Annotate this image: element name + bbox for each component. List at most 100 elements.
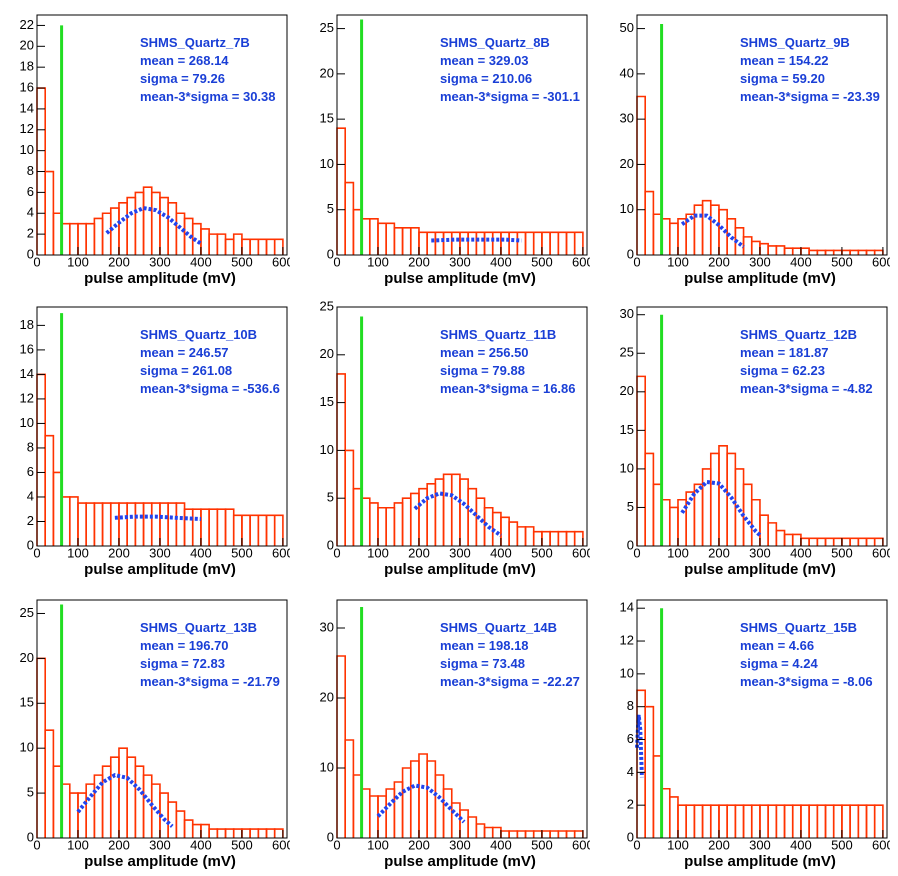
y-tick-label: 20 <box>320 65 334 80</box>
x-tick-label: 300 <box>749 254 771 269</box>
histogram-bin <box>718 444 728 546</box>
y-tick-label: 10 <box>320 156 334 171</box>
x-tick-label: 500 <box>531 837 553 852</box>
histogram-bin <box>693 204 704 255</box>
x-tick-label: 600 <box>272 837 294 852</box>
x-tick-label: 600 <box>872 545 894 560</box>
histogram-bin <box>701 199 712 255</box>
plot-frame <box>36 306 288 547</box>
histogram-bin <box>759 514 769 546</box>
x-tick-label: 100 <box>67 545 89 560</box>
histogram-bin <box>685 804 696 838</box>
histogram-bin <box>516 526 527 546</box>
histogram-bin <box>273 238 284 255</box>
x-tick-label: 100 <box>667 254 689 269</box>
y-tick-label: 30 <box>620 306 634 321</box>
histogram-bin <box>816 804 827 838</box>
histogram-bin <box>159 196 169 255</box>
histogram-bin <box>573 231 584 255</box>
x-tick-label: 0 <box>333 837 340 852</box>
y-tick-label: 30 <box>320 619 334 634</box>
histogram-bin <box>232 514 243 546</box>
x-tick-label: 400 <box>190 545 212 560</box>
panel: 0 5 10 15 20 25 0 100 200 300 400 500 600 pulse ampli… <box>320 298 590 578</box>
histogram-bin <box>816 537 827 546</box>
x-tick-label: 100 <box>367 545 389 560</box>
histogram-bin <box>644 190 655 255</box>
histogram-bin <box>401 497 412 546</box>
histogram-bin <box>126 756 137 838</box>
annotation: sigma = 59.20 <box>740 71 825 86</box>
annotation: mean-3*sigma = -23.39 <box>740 89 880 104</box>
histogram-bin <box>750 804 761 838</box>
y-tick-label: 18 <box>20 317 34 332</box>
annotation: mean-3*sigma = -21.79 <box>140 674 280 689</box>
y-tick-label: 12 <box>20 390 34 405</box>
x-tick-label: 400 <box>790 254 812 269</box>
histogram-bin <box>336 127 346 255</box>
panel: 0 2 4 6 8 10 12 14 16 18 0 100 200 300 400 500 600 pulse … <box>20 306 290 578</box>
annotation: mean-3*sigma = -22.27 <box>440 674 580 689</box>
annotation: mean-3*sigma = -536.6 <box>140 381 280 396</box>
y-tick-label: 10 <box>320 442 334 457</box>
y-tick-label: 10 <box>620 460 634 475</box>
y-tick-label: 2 <box>627 797 634 812</box>
histogram-bin <box>759 242 769 255</box>
annotation: mean = 4.66 <box>740 638 814 653</box>
histogram-bin <box>541 530 551 546</box>
histogram-bin <box>336 655 346 838</box>
histogram-bin <box>742 804 753 838</box>
histogram-bin <box>77 792 87 838</box>
fit-curve <box>431 237 522 243</box>
histogram-bin <box>401 227 412 255</box>
annotation: sigma = 210.06 <box>440 71 532 86</box>
x-tick-label: 300 <box>149 545 171 560</box>
panel: 0 5 10 15 20 25 0 100 200 300 400 500 600 pulse ampli… <box>320 14 590 287</box>
histogram-bin <box>491 826 502 838</box>
histogram-bin <box>524 526 535 546</box>
annotation: sigma = 261.08 <box>140 363 232 378</box>
histogram-bin <box>393 781 404 838</box>
histogram-bin <box>118 502 128 546</box>
histogram-bin <box>118 747 128 838</box>
panel: 0 2 4 6 8 10 12 14 0 100 200 300 400 500 600 pulse ampl… <box>620 599 890 870</box>
histogram-bin <box>467 816 478 838</box>
histogram-bin <box>557 830 568 838</box>
histogram-bin <box>216 233 227 255</box>
histogram-bin <box>668 796 679 838</box>
x-axis-label: pulse amplitude (mV) <box>384 853 536 870</box>
histogram-bin <box>175 502 186 546</box>
histogram-bin <box>109 502 120 546</box>
annotation: sigma = 73.48 <box>440 656 525 671</box>
histogram-bin <box>257 238 268 255</box>
histogram-bin <box>491 231 502 255</box>
histogram-bin <box>516 830 527 838</box>
x-tick-label: 500 <box>231 837 253 852</box>
histogram-bin <box>483 231 494 255</box>
x-tick-label: 600 <box>272 254 294 269</box>
y-tick-label: 10 <box>20 142 34 157</box>
histogram-bin <box>175 810 186 838</box>
x-tick-label: 500 <box>831 545 853 560</box>
histogram-bin <box>857 804 868 838</box>
x-tick-label: 500 <box>231 254 253 269</box>
y-tick-label: 0 <box>627 246 634 261</box>
histogram-bin <box>726 804 737 838</box>
histogram-bin <box>841 804 851 838</box>
fit-curve <box>680 479 762 537</box>
y-tick-label: 0 <box>327 537 334 552</box>
histogram-bin <box>759 804 769 838</box>
y-tick-label: 20 <box>20 650 34 665</box>
fit-curve <box>413 491 503 538</box>
histogram-bin <box>344 181 355 255</box>
histogram-bin <box>393 502 404 546</box>
x-axis-label: pulse amplitude (mV) <box>84 853 236 870</box>
annotation: mean = 246.57 <box>140 345 229 360</box>
histogram-bin <box>668 506 679 546</box>
x-tick-label: 600 <box>572 837 594 852</box>
histogram-bin <box>142 186 153 255</box>
histogram-bin <box>167 202 178 255</box>
histogram-bin <box>142 502 153 546</box>
histogram-bin <box>126 502 137 546</box>
